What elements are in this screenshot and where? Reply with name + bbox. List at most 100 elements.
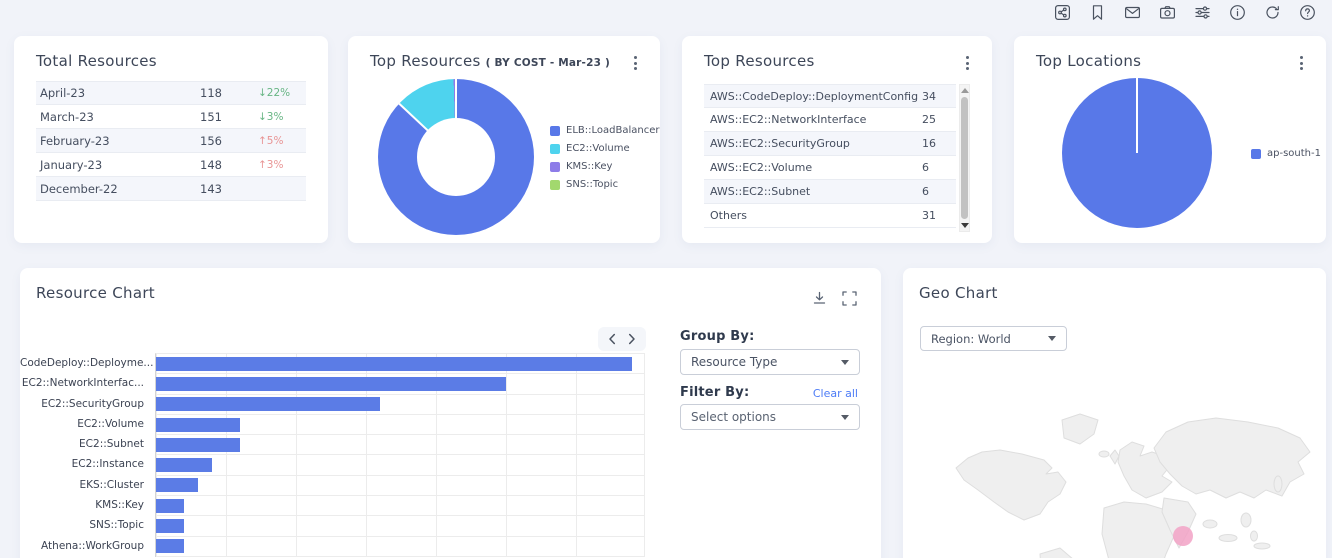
total-resources-card: Total Resources April-23 118 ↓22% March-… bbox=[14, 36, 328, 243]
bar[interactable] bbox=[156, 539, 184, 554]
region-dropdown[interactable]: Region: World bbox=[920, 326, 1067, 351]
card-title: Top Resources ( BY COST - Mar-23 ) bbox=[370, 52, 610, 70]
mail-icon[interactable] bbox=[1123, 3, 1141, 21]
bar[interactable] bbox=[156, 498, 184, 513]
month-label: February-23 bbox=[40, 133, 110, 148]
refresh-icon[interactable] bbox=[1263, 3, 1281, 21]
chevron-down-icon bbox=[841, 414, 849, 420]
clear-all-link[interactable]: Clear all bbox=[812, 387, 858, 400]
map-greenland bbox=[1061, 413, 1099, 445]
card-title: Top Locations bbox=[1036, 52, 1142, 70]
bar-category-label: EC2::Volume bbox=[77, 417, 144, 430]
bar[interactable] bbox=[156, 376, 506, 391]
group-by-dropdown[interactable]: Resource Type bbox=[680, 349, 860, 375]
bookmark-icon[interactable] bbox=[1088, 3, 1106, 21]
map-sea-2 bbox=[1218, 534, 1238, 542]
list-item: AWS::EC2::Volume 6 bbox=[704, 156, 956, 180]
help-icon[interactable] bbox=[1298, 3, 1316, 21]
count-value: 143 bbox=[200, 181, 222, 196]
map-africa bbox=[1101, 501, 1177, 558]
count-value: 118 bbox=[200, 86, 222, 100]
table-row: March-23 151 ↓3% bbox=[36, 105, 306, 129]
bar[interactable] bbox=[156, 437, 240, 452]
chart-actions bbox=[811, 290, 858, 307]
map-indonesia bbox=[1253, 542, 1271, 550]
scroll-up-icon[interactable] bbox=[960, 85, 969, 96]
top-locations-card: Top Locations ap-south-1 bbox=[1014, 36, 1326, 243]
kebab-menu-icon[interactable] bbox=[626, 54, 644, 72]
info-icon[interactable] bbox=[1228, 3, 1246, 21]
chevron-right-icon[interactable] bbox=[628, 333, 637, 345]
change-value: ↑5% bbox=[258, 134, 284, 147]
legend-item: EC2::Volume bbox=[550, 143, 659, 154]
resource-chart-card: Resource Chart CodeDeploy::Deployme... EC… bbox=[20, 268, 881, 558]
filter-dropdown[interactable]: Select options bbox=[680, 404, 860, 430]
count-value: 148 bbox=[200, 157, 222, 172]
donut-chart[interactable] bbox=[378, 79, 534, 235]
legend-item: ap-south-1 bbox=[1251, 148, 1321, 159]
list-item: Others 31 bbox=[704, 204, 956, 228]
filter-placeholder: Select options bbox=[691, 410, 777, 424]
chevron-left-icon[interactable] bbox=[608, 333, 617, 345]
table-row: January-23 148 ↑3% bbox=[36, 153, 306, 177]
legend-swatch bbox=[550, 161, 560, 172]
bar[interactable] bbox=[156, 397, 380, 412]
kebab-menu-icon[interactable] bbox=[1292, 54, 1310, 72]
bar[interactable] bbox=[156, 478, 198, 493]
list-item: AWS::CodeDeploy::DeploymentConfig 34 bbox=[704, 84, 956, 108]
bar-category-label: EC2::SecurityGroup bbox=[41, 397, 144, 410]
bar[interactable] bbox=[156, 519, 184, 534]
bar-chart-plot bbox=[155, 353, 645, 557]
filters-icon[interactable] bbox=[1193, 3, 1211, 21]
kebab-menu-icon[interactable] bbox=[958, 54, 976, 72]
bar-category-label: SNS::Topic bbox=[89, 519, 144, 532]
region-value: Region: World bbox=[931, 331, 1011, 346]
scroll-down-icon[interactable] bbox=[960, 220, 969, 231]
chevron-down-icon bbox=[1048, 336, 1056, 341]
bar[interactable] bbox=[156, 458, 212, 473]
share-icon[interactable] bbox=[1053, 3, 1071, 21]
bar-row bbox=[156, 476, 644, 497]
resource-count: 31 bbox=[922, 209, 936, 222]
bar-chart-labels: CodeDeploy::Deployme... EC2::NetworkInter… bbox=[20, 353, 153, 556]
map-japan bbox=[1273, 475, 1283, 493]
legend-label: ELB::LoadBalancer bbox=[566, 125, 660, 136]
slice-separator bbox=[1136, 78, 1138, 153]
change-value: ↓3% bbox=[258, 110, 284, 123]
top-resources-list-card: Top Resources AWS::CodeDeploy::Deploymen… bbox=[682, 36, 992, 243]
list-item: AWS::EC2::NetworkInterface 25 bbox=[704, 108, 956, 132]
month-label: January-23 bbox=[40, 157, 103, 172]
locations-pie-chart[interactable] bbox=[1062, 78, 1212, 228]
month-label: December-22 bbox=[40, 181, 118, 196]
table-row: April-23 118 ↓22% bbox=[36, 81, 306, 105]
bar-row bbox=[156, 537, 644, 557]
world-map[interactable] bbox=[948, 406, 1318, 558]
scroll-thumb[interactable] bbox=[961, 97, 968, 219]
group-by-value: Resource Type bbox=[691, 355, 778, 369]
month-label: March-23 bbox=[40, 109, 94, 124]
bar[interactable] bbox=[156, 417, 240, 432]
count-value: 151 bbox=[200, 109, 222, 124]
card-title-text: Top Resources bbox=[370, 52, 481, 70]
fullscreen-icon[interactable] bbox=[841, 290, 858, 307]
slice-separator bbox=[455, 79, 457, 157]
map-asia bbox=[1153, 417, 1311, 499]
legend-label: ap-south-1 bbox=[1267, 148, 1321, 159]
scrollbar[interactable] bbox=[959, 84, 970, 232]
legend-label: KMS::Key bbox=[566, 161, 613, 172]
bar[interactable] bbox=[156, 356, 632, 371]
camera-icon[interactable] bbox=[1158, 3, 1176, 21]
legend-item: ELB::LoadBalancer bbox=[550, 125, 659, 136]
count-value: 156 bbox=[200, 133, 222, 148]
resource-type-label: Others bbox=[710, 209, 747, 222]
download-icon[interactable] bbox=[811, 290, 828, 307]
list-item: AWS::EC2::Subnet 6 bbox=[704, 180, 956, 204]
bar-category-label: KMS::Key bbox=[95, 499, 144, 512]
list-item: AWS::EC2::SecurityGroup 16 bbox=[704, 132, 956, 156]
legend-swatch bbox=[550, 125, 560, 136]
map-marker-ap-south-1[interactable] bbox=[1173, 526, 1193, 546]
chevron-down-icon bbox=[841, 359, 849, 365]
total-resources-table: April-23 118 ↓22% March-23 151 ↓3% Febru… bbox=[36, 81, 306, 201]
resource-count: 34 bbox=[922, 89, 936, 103]
change-value: ↓22% bbox=[258, 87, 291, 99]
